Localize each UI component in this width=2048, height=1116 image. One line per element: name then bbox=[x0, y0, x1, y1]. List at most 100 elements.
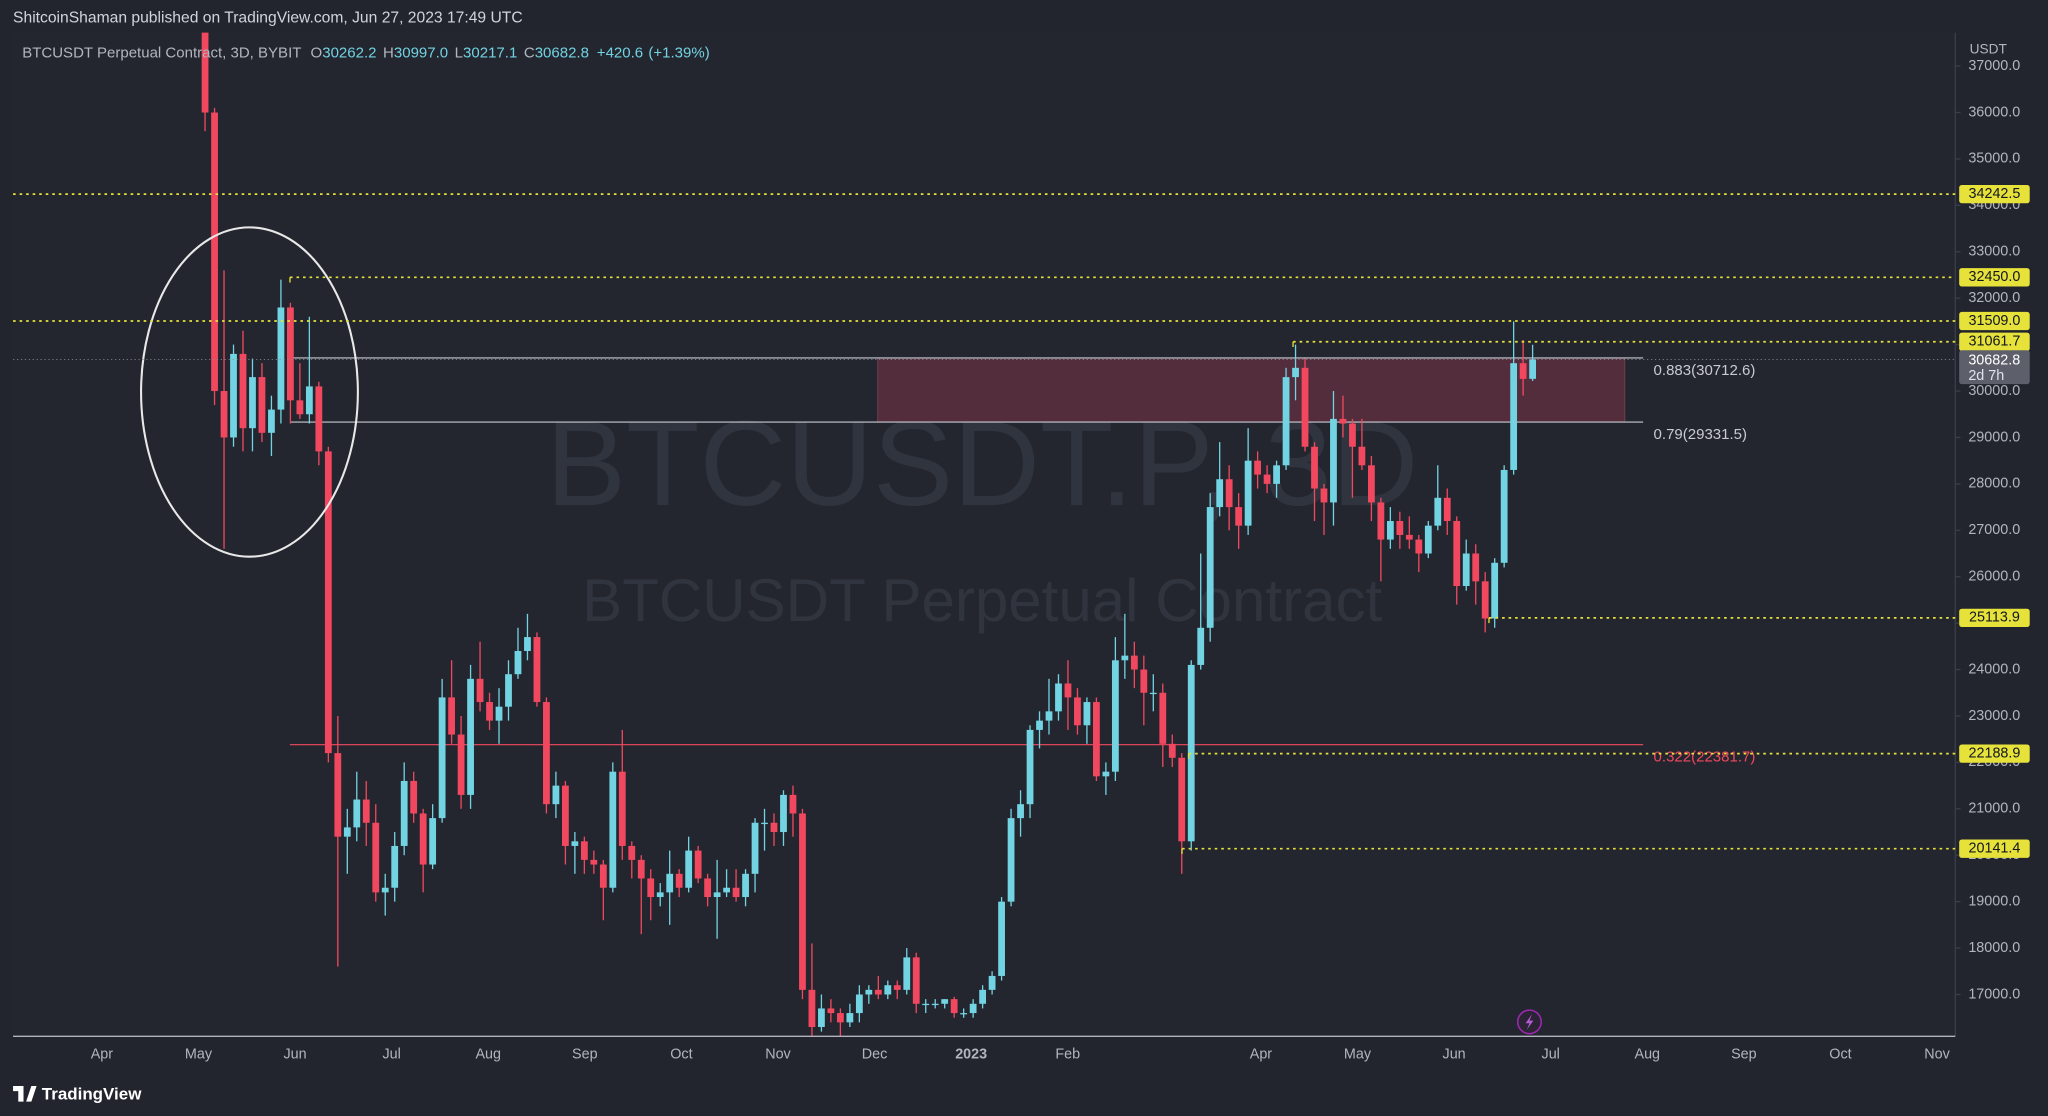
candle-body bbox=[220, 391, 228, 438]
candle-body bbox=[1282, 377, 1290, 466]
candle-body bbox=[1263, 474, 1271, 484]
level-label: 20141.4 bbox=[1969, 840, 2021, 856]
x-tick-label: Aug bbox=[475, 1046, 501, 1062]
candle-body bbox=[1026, 729, 1034, 805]
candle-body bbox=[315, 386, 323, 452]
candle-body bbox=[1377, 502, 1385, 540]
candle-body bbox=[808, 989, 816, 1028]
candle-body bbox=[855, 994, 863, 1014]
candle-body bbox=[201, 32, 209, 113]
x-tick-label: Jul bbox=[1542, 1046, 1560, 1062]
candle-body bbox=[1491, 562, 1499, 619]
legend-value: 30262.2 bbox=[322, 45, 376, 62]
candle-body bbox=[628, 845, 636, 860]
candle-body bbox=[543, 702, 550, 805]
legend-value: 30682.8 bbox=[535, 45, 589, 62]
candle-body bbox=[836, 1013, 844, 1023]
candle-body bbox=[1187, 664, 1195, 842]
candle-body bbox=[495, 706, 503, 721]
candle-body bbox=[438, 697, 446, 819]
candle-body bbox=[1434, 497, 1442, 526]
candle-body bbox=[1102, 771, 1110, 777]
level-label-box bbox=[1959, 332, 2030, 351]
candle-body bbox=[486, 702, 493, 721]
x-tick-label: Feb bbox=[1055, 1046, 1080, 1062]
x-tick-label: Aug bbox=[1635, 1046, 1661, 1062]
candle-body bbox=[1235, 507, 1243, 526]
candle-body bbox=[647, 878, 655, 898]
candle-body bbox=[381, 887, 389, 893]
candle-body bbox=[448, 697, 456, 735]
candle-body bbox=[467, 678, 474, 795]
candle-body bbox=[685, 850, 693, 888]
candle-body bbox=[391, 845, 399, 888]
fib-label: 0.322(22381.7) bbox=[1654, 749, 1756, 766]
candle-body bbox=[1149, 692, 1157, 695]
y-tick-label: 33000.0 bbox=[1968, 244, 2020, 260]
candle-body bbox=[723, 887, 730, 893]
candle-body bbox=[1111, 660, 1119, 772]
level-label: 31061.7 bbox=[1969, 334, 2021, 350]
candle-body bbox=[742, 873, 749, 898]
circle-annotation bbox=[140, 226, 359, 558]
fib-label: 0.883(30712.6) bbox=[1654, 362, 1756, 379]
level-label-box bbox=[1959, 268, 2030, 287]
level-label: 34242.5 bbox=[1969, 186, 2021, 202]
candle-body bbox=[1197, 627, 1205, 665]
candle-body bbox=[1500, 469, 1508, 563]
axis-unit: USDT bbox=[1970, 41, 2008, 56]
candle-body bbox=[1178, 757, 1186, 842]
candle-body bbox=[287, 307, 294, 401]
plot-area bbox=[13, 32, 1956, 1037]
candle-body bbox=[211, 112, 218, 392]
candle-body bbox=[476, 678, 484, 703]
candle-body bbox=[893, 985, 901, 990]
candle-body bbox=[675, 873, 683, 888]
legend-change: +420.6 bbox=[597, 45, 643, 62]
candle-body bbox=[704, 878, 712, 898]
x-tick-label: Nov bbox=[765, 1046, 791, 1062]
candle-body bbox=[400, 780, 408, 846]
candle-body bbox=[1358, 446, 1366, 466]
y-tick-label: 36000.0 bbox=[1968, 104, 2020, 120]
level-label-box bbox=[1959, 311, 2030, 331]
candle-body bbox=[799, 813, 806, 990]
candle-body bbox=[609, 771, 617, 888]
candle-body bbox=[514, 650, 522, 675]
y-tick-label: 26000.0 bbox=[1968, 569, 2020, 585]
candle-body bbox=[988, 975, 996, 990]
candle-body bbox=[505, 674, 512, 707]
candle-body bbox=[732, 887, 740, 898]
last-price-box bbox=[1959, 350, 2030, 385]
candle-body bbox=[1396, 521, 1404, 535]
x-tick-label: Nov bbox=[1924, 1046, 1950, 1062]
candle-body bbox=[1386, 521, 1394, 540]
candle-body bbox=[979, 989, 987, 1004]
legend-key: H bbox=[383, 45, 394, 62]
fib-label: 0.79(29331.5) bbox=[1654, 426, 1747, 443]
candle-body bbox=[1216, 479, 1224, 508]
candle-body bbox=[1017, 804, 1024, 819]
candle-body bbox=[931, 1003, 939, 1006]
candle-body bbox=[865, 989, 873, 995]
x-tick-label: Dec bbox=[862, 1046, 888, 1062]
last-price-label: 30682.8 bbox=[1968, 352, 2020, 368]
publisher: ShitcoinShaman published on TradingView.… bbox=[13, 9, 523, 26]
candle-body bbox=[1462, 553, 1470, 587]
candle-body bbox=[457, 734, 465, 795]
candle-body bbox=[1036, 720, 1043, 730]
candle-body bbox=[1301, 367, 1309, 447]
candle-body bbox=[410, 780, 418, 814]
candle-body bbox=[941, 999, 949, 1004]
candle-body bbox=[1349, 423, 1356, 447]
y-tick-label: 17000.0 bbox=[1968, 986, 2020, 1002]
candle-body bbox=[419, 813, 427, 865]
candle-body bbox=[694, 850, 702, 879]
plot bbox=[201, 32, 1644, 1037]
candle-body bbox=[258, 377, 266, 433]
x-tick-label: Jun bbox=[1443, 1046, 1466, 1062]
candle-body bbox=[561, 785, 569, 846]
x-tick-label: Jun bbox=[283, 1046, 306, 1062]
countdown: 2d 7h bbox=[1968, 368, 2004, 384]
candle-body bbox=[969, 1003, 977, 1014]
